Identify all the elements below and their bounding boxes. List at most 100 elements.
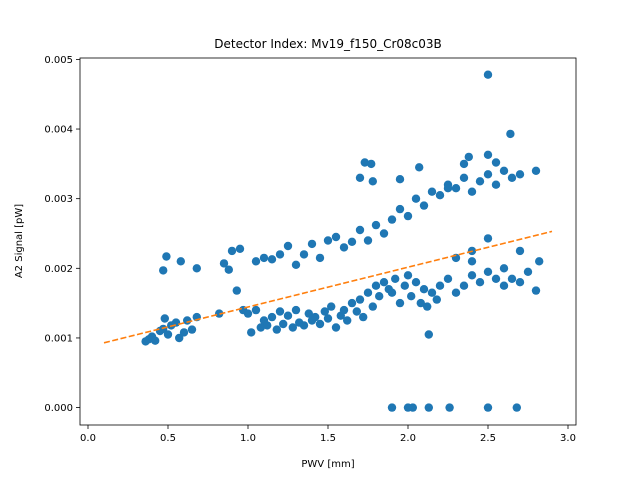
data-point-0-18: [192, 264, 201, 273]
data-point-0-98: [275, 250, 285, 259]
data-point-0-32: [267, 312, 277, 322]
data-point-0-28: [251, 305, 261, 315]
data-point-0-26: [243, 309, 253, 318]
data-point-0-113: [395, 204, 405, 214]
data-point-0-43: [311, 312, 320, 322]
data-point-0-52: [347, 298, 357, 308]
data-point-0-17: [176, 257, 185, 266]
data-point-0-121: [459, 173, 469, 182]
data-point-0-147: [445, 403, 454, 412]
data-point-0-136: [443, 184, 453, 193]
data-point-0-134: [395, 175, 405, 184]
data-point-0-16: [162, 252, 171, 261]
x-tick-label-3: 1.5: [320, 433, 336, 444]
data-point-0-54: [355, 295, 365, 304]
data-point-0-87: [531, 286, 541, 295]
data-point-0-38: [291, 305, 301, 315]
data-point-0-110: [371, 220, 381, 230]
data-point-0-71: [423, 302, 432, 311]
data-point-0-116: [419, 201, 429, 210]
data-point-0-66: [403, 271, 413, 280]
data-point-0-22: [227, 246, 237, 256]
data-point-0-75: [435, 281, 445, 290]
data-point-0-55: [359, 312, 368, 322]
data-point-0-141: [506, 129, 515, 139]
data-point-0-109: [363, 236, 373, 245]
data-point-0-131: [360, 158, 369, 167]
data-point-0-112: [387, 215, 397, 224]
data-point-0-82: [491, 274, 501, 283]
data-point-0-10: [175, 333, 184, 343]
data-point-0-6: [160, 314, 169, 323]
data-point-0-48: [331, 323, 341, 332]
x-tick-label-4: 2.0: [400, 433, 416, 444]
data-point-0-92: [467, 257, 477, 266]
data-point-0-80: [475, 278, 485, 287]
data-point-0-135: [415, 163, 424, 172]
data-point-0-62: [387, 288, 397, 297]
x-tick-label-2: 1.0: [240, 433, 256, 444]
data-points: [141, 70, 544, 412]
data-point-0-107: [347, 237, 357, 246]
data-point-0-137: [459, 159, 469, 169]
data-point-0-63: [391, 274, 400, 283]
y-tick-label-5: 0.005: [44, 55, 73, 66]
data-point-0-33: [272, 325, 281, 334]
data-point-0-91: [483, 234, 493, 243]
data-point-0-142: [483, 70, 493, 79]
data-point-0-35: [279, 319, 288, 329]
data-point-0-83: [499, 281, 509, 290]
x-tick-label-1: 0.5: [160, 433, 176, 444]
data-point-0-133: [368, 177, 377, 186]
data-point-0-7: [163, 330, 173, 339]
data-point-0-37: [288, 323, 297, 332]
data-point-0-69: [416, 298, 425, 308]
data-point-0-64: [395, 298, 405, 308]
data-point-0-143: [387, 403, 397, 412]
data-point-0-12: [183, 316, 192, 325]
y-tick-label-1: 0.001: [44, 333, 73, 344]
data-point-0-51: [343, 316, 352, 325]
data-point-0-53: [352, 307, 361, 316]
data-point-0-123: [475, 177, 485, 186]
data-point-0-19: [215, 309, 224, 318]
data-point-0-106: [339, 243, 349, 252]
data-point-0-45: [320, 307, 329, 316]
y-tick-label-4: 0.004: [44, 125, 73, 136]
data-point-0-148: [483, 403, 493, 412]
data-point-0-47: [327, 302, 336, 311]
y-tick-label-2: 0.002: [44, 264, 73, 275]
data-point-0-29: [256, 323, 265, 332]
data-point-0-94: [515, 246, 525, 256]
data-point-0-85: [515, 278, 525, 287]
data-point-0-108: [355, 225, 365, 235]
data-point-0-41: [304, 309, 313, 318]
data-point-0-96: [259, 253, 269, 263]
data-point-0-138: [464, 152, 473, 162]
data-point-0-24: [235, 244, 245, 253]
chart-title: Detector Index: Mv19_f150_Cr08c03B: [214, 37, 442, 51]
data-point-0-77: [451, 288, 461, 297]
data-point-0-122: [467, 187, 477, 196]
data-point-0-36: [283, 311, 293, 320]
data-point-0-126: [499, 166, 509, 175]
fit-layer: [103, 230, 553, 344]
y-axis: 0.000 0.001 0.002 0.003 0.004 0.005: [44, 55, 80, 414]
y-tick-label-3: 0.003: [44, 194, 73, 205]
data-point-0-84: [507, 274, 517, 283]
data-point-0-79: [467, 271, 477, 280]
data-point-0-105: [331, 232, 341, 242]
data-point-0-67: [407, 292, 416, 301]
data-point-0-149: [512, 403, 521, 412]
data-point-0-27: [247, 328, 256, 337]
data-point-0-50: [339, 305, 349, 315]
data-point-0-11: [179, 328, 189, 337]
data-point-0-127: [507, 173, 517, 182]
data-point-0-72: [424, 330, 433, 339]
data-point-0-86: [523, 267, 533, 276]
data-point-0-78: [459, 281, 469, 290]
data-point-0-117: [427, 187, 437, 196]
data-point-0-60: [379, 278, 389, 287]
data-point-0-103: [315, 253, 325, 263]
